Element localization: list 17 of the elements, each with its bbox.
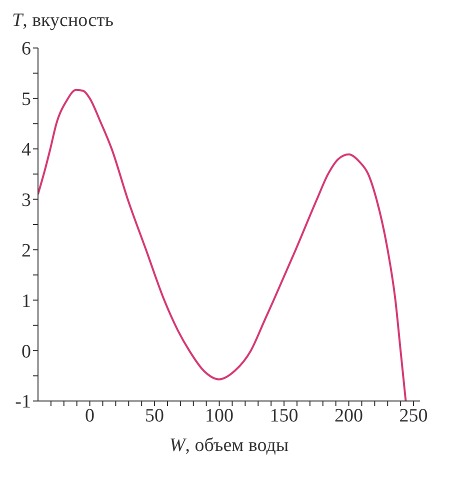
y-tick-label: 0 — [22, 341, 31, 362]
x-tick-label: 150 — [270, 405, 298, 426]
y-tick-label: -1 — [15, 392, 31, 413]
x-axis-title: W, объем воды — [169, 435, 289, 456]
y-tick-label: 2 — [22, 240, 31, 262]
x-tick-label: 100 — [205, 405, 234, 426]
x-tick-label: 200 — [334, 405, 364, 426]
line-series — [38, 88, 407, 401]
y-axis-title: T, вкусность — [12, 10, 114, 31]
x-tick-label: 250 — [399, 405, 428, 426]
y-tick-label: 4 — [22, 140, 32, 161]
y-tick-label: 3 — [22, 190, 31, 212]
x-tick-label: 0 — [85, 405, 95, 426]
y-tick-label: 5 — [22, 89, 31, 110]
y-tick-label: 6 — [22, 38, 31, 60]
y-tick-label: 1 — [22, 290, 31, 312]
x-tick-label: 50 — [145, 405, 164, 426]
